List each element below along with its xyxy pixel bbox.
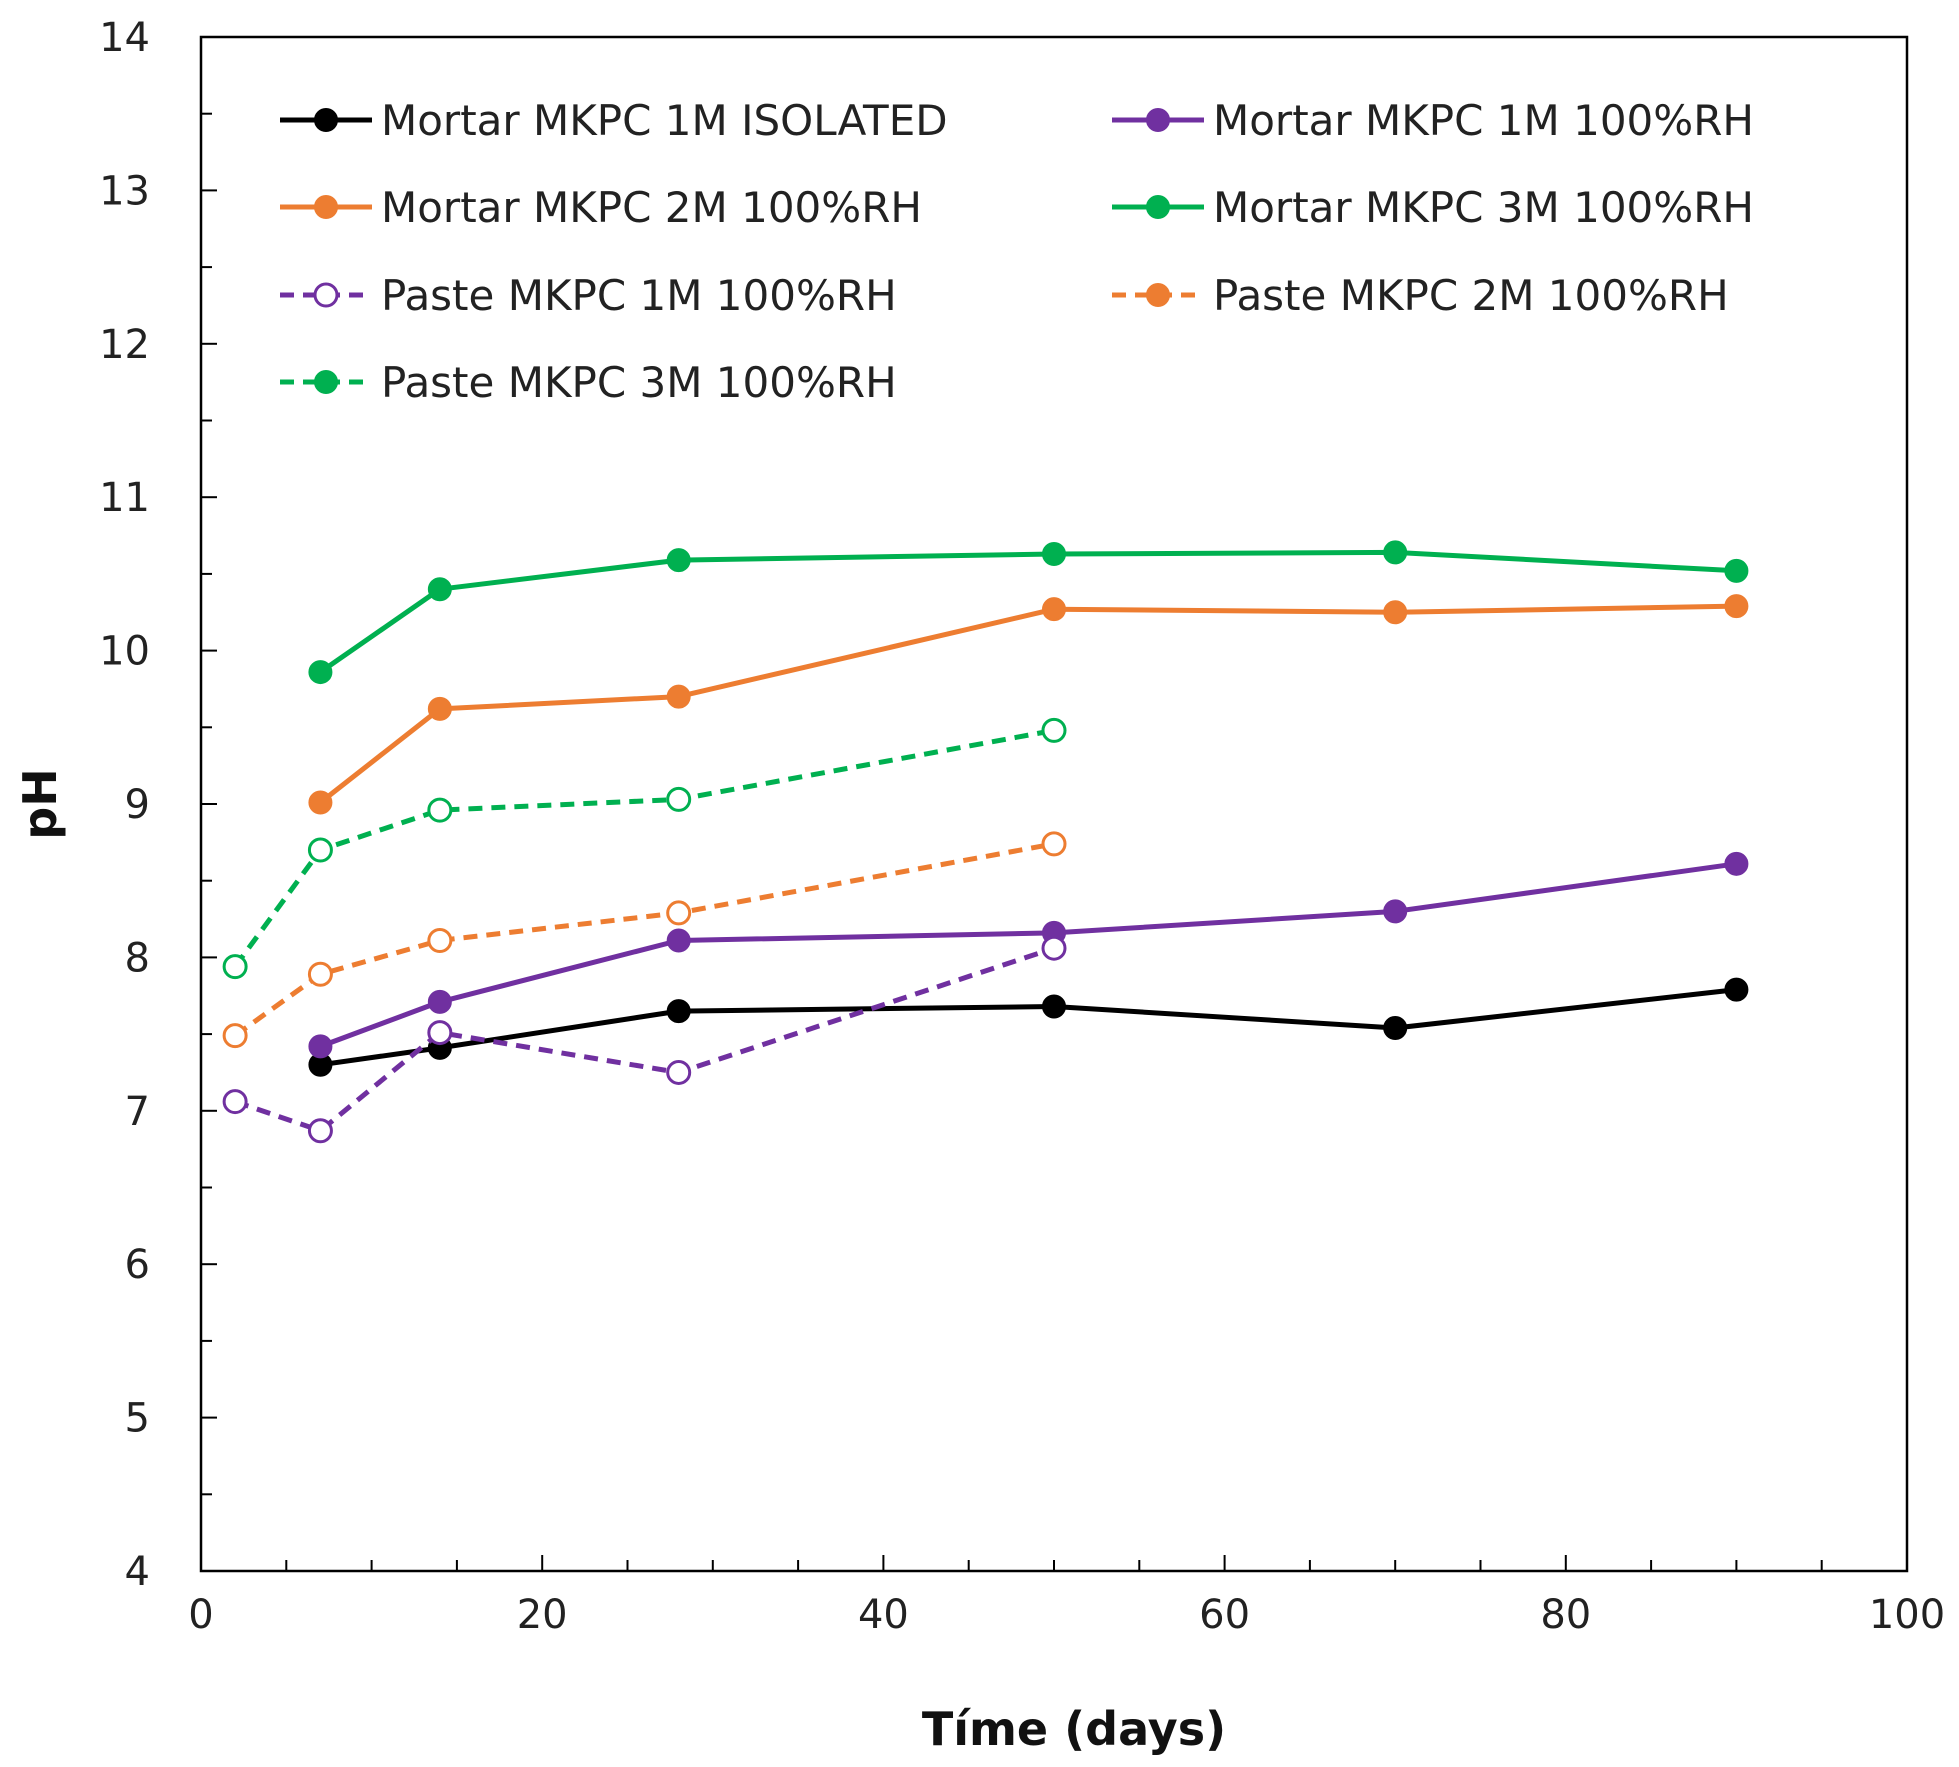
data-point — [1724, 558, 1749, 583]
y-axis-title: pH — [13, 768, 67, 839]
y-tick-labels: 4 5 6 7 8 9 10 11 12 13 14 — [99, 15, 150, 1595]
data-point — [308, 790, 333, 815]
series-3 — [308, 594, 1749, 815]
y-tick-label: 6 — [125, 1242, 150, 1288]
data-point — [308, 1034, 333, 1059]
legend-label: Paste MKPC 1M 100%RH — [381, 271, 897, 320]
series-6 — [222, 831, 1067, 1049]
data-point — [1383, 1015, 1408, 1040]
data-point — [308, 660, 333, 685]
y-tick-label: 8 — [125, 935, 150, 981]
data-point — [427, 577, 452, 602]
data-point — [1383, 899, 1408, 924]
data-point — [1724, 851, 1749, 876]
series-line — [233, 727, 1055, 969]
legend-label: Mortar MKPC 1M ISOLATED — [381, 96, 948, 145]
y-tick-label: 9 — [125, 782, 150, 828]
data-point — [427, 797, 453, 823]
data-point — [1042, 541, 1066, 566]
x-tick-label: 40 — [858, 1592, 909, 1638]
y-tick-label: 4 — [125, 1549, 150, 1595]
legend-entry: Mortar MKPC 1M 100%RH — [1112, 96, 1754, 145]
legend-swatch-marker — [314, 108, 338, 132]
data-point — [1042, 994, 1066, 1019]
y-tick-label: 13 — [99, 168, 150, 214]
y-tick-label: 14 — [99, 15, 150, 61]
data-point — [307, 837, 333, 863]
legend: Mortar MKPC 1M ISOLATED Mortar MKPC 1M 10… — [280, 96, 1754, 407]
data-point — [1041, 831, 1067, 857]
series-4 — [308, 540, 1749, 685]
legend-swatch-marker — [313, 282, 339, 308]
data-point — [1042, 597, 1066, 622]
x-tick-labels: 0 20 40 60 80 100 — [188, 1592, 1945, 1638]
data-point — [1041, 717, 1067, 743]
y-tick-label: 11 — [99, 475, 150, 521]
legend-label: Paste MKPC 3M 100%RH — [381, 358, 897, 407]
data-series — [222, 540, 1749, 1144]
y-tick-label: 5 — [125, 1396, 150, 1442]
series-5 — [222, 935, 1067, 1144]
legend-label: Mortar MKPC 3M 100%RH — [1213, 183, 1754, 232]
series-7 — [222, 717, 1067, 980]
legend-entry: Paste MKPC 3M 100%RH — [280, 358, 897, 407]
x-tick-label: 80 — [1540, 1592, 1591, 1638]
plot-area-frame — [199, 35, 1909, 1573]
series-line — [318, 549, 1737, 675]
legend-entry: Mortar MKPC 2M 100%RH — [280, 183, 922, 232]
data-point — [222, 1023, 248, 1049]
legend-label: Paste MKPC 2M 100%RH — [1213, 271, 1729, 320]
y-tick-label: 7 — [125, 1089, 150, 1135]
data-point — [222, 1089, 248, 1115]
series-line — [233, 841, 1055, 1038]
data-point — [1041, 935, 1067, 961]
x-tick-label: 60 — [1199, 1592, 1250, 1638]
data-point — [1724, 977, 1749, 1002]
legend-swatch-marker — [314, 370, 338, 394]
data-point — [666, 999, 691, 1024]
data-point — [307, 1118, 333, 1144]
x-tick-label: 100 — [1869, 1592, 1945, 1638]
data-point — [427, 928, 453, 954]
legend-entry: Paste MKPC 2M 100%RH — [1112, 271, 1729, 320]
data-point — [666, 684, 691, 709]
legend-label: Mortar MKPC 1M 100%RH — [1213, 96, 1754, 145]
legend-swatch-marker — [1146, 108, 1170, 132]
series-line — [319, 861, 1737, 1049]
y-tick-label: 12 — [99, 322, 150, 368]
y-tick-label: 10 — [99, 629, 150, 675]
data-point — [222, 954, 248, 980]
data-point — [307, 961, 333, 987]
x-axis-title: Tíme (days) — [922, 1702, 1226, 1756]
data-point — [1383, 540, 1408, 565]
data-point — [666, 786, 692, 812]
x-tick-label: 20 — [517, 1592, 568, 1638]
data-point — [666, 900, 692, 926]
legend-label: Mortar MKPC 2M 100%RH — [381, 183, 922, 232]
series-2 — [308, 851, 1749, 1059]
x-tick-label: 0 — [188, 1592, 213, 1638]
data-point — [666, 928, 691, 953]
data-point — [1383, 600, 1408, 625]
legend-swatch-marker — [314, 195, 338, 219]
legend-entry: Mortar MKPC 3M 100%RH — [1112, 183, 1754, 232]
data-point — [427, 696, 452, 721]
series-line — [318, 603, 1737, 805]
data-point — [1724, 594, 1749, 619]
legend-entry: Mortar MKPC 1M ISOLATED — [280, 96, 948, 145]
legend-entry: Paste MKPC 1M 100%RH — [280, 271, 897, 320]
data-point — [427, 1020, 453, 1046]
legend-swatch-marker — [1146, 283, 1170, 307]
data-point — [666, 548, 691, 573]
legend-swatch-marker — [1146, 195, 1170, 219]
data-point — [666, 1059, 692, 1085]
data-point — [427, 989, 452, 1014]
